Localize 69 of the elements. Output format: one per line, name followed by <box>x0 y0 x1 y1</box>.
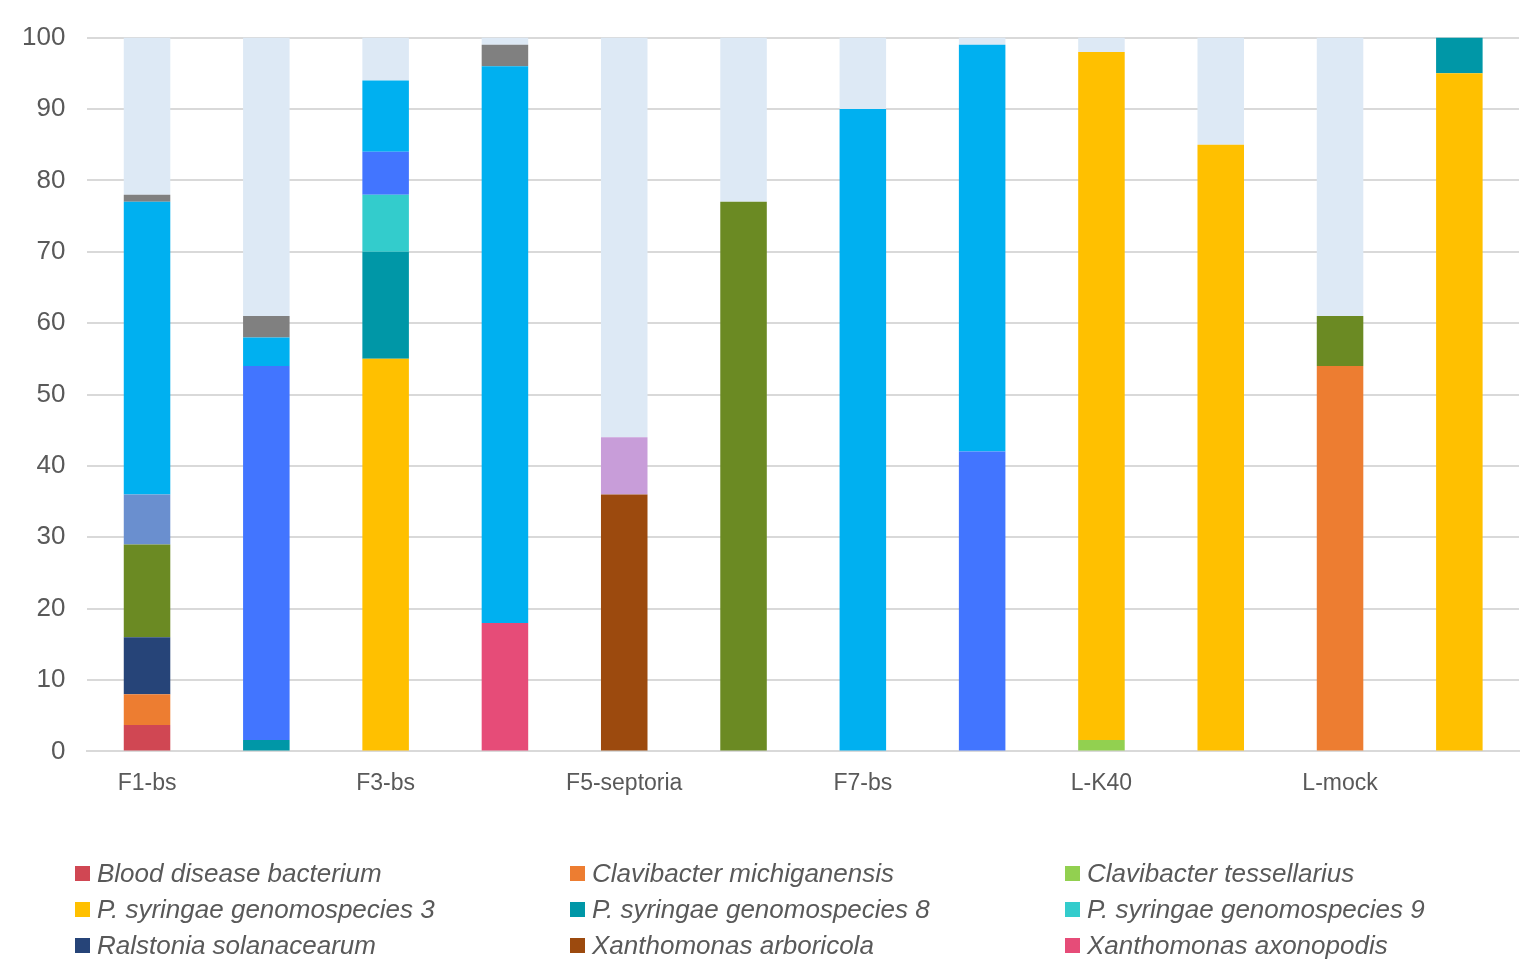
legend-label: Blood disease bacterium <box>97 858 382 888</box>
bar <box>481 622 529 751</box>
bar <box>123 724 171 751</box>
bar <box>123 194 171 202</box>
legend-label: Xanthomonas axonopodis <box>1087 930 1388 960</box>
bar <box>720 37 767 202</box>
bar <box>1197 144 1245 751</box>
bar <box>600 494 648 751</box>
legend-label: P. syringae genomospecies 9 <box>1087 894 1425 924</box>
x-tick-label: F7-bs <box>833 768 893 795</box>
bar <box>600 37 648 438</box>
bar <box>839 108 887 751</box>
bar <box>123 694 171 725</box>
bar <box>958 37 1006 45</box>
bar <box>243 337 290 366</box>
bar <box>362 251 409 359</box>
y-tick-label: 80 <box>36 163 66 194</box>
y-tick-label: 90 <box>36 92 66 123</box>
y-tick-label: 20 <box>36 591 66 622</box>
bar <box>123 494 171 545</box>
legend-label: Clavibacter tessellarius <box>1087 858 1355 888</box>
bar <box>1436 37 1483 74</box>
bar <box>243 37 290 316</box>
bar <box>1316 365 1364 751</box>
bar <box>362 358 409 751</box>
y-tick-label: 100 <box>21 20 66 51</box>
y-tick-label: 70 <box>36 234 66 265</box>
bar <box>243 315 290 338</box>
bar <box>481 44 529 67</box>
bar <box>243 365 290 740</box>
bar <box>123 201 171 495</box>
bar <box>1078 51 1125 740</box>
bar <box>362 37 409 81</box>
bar <box>481 66 529 623</box>
legend-label: Xanthomonas arboricola <box>592 930 874 960</box>
bar <box>123 544 171 638</box>
bar <box>1316 37 1364 316</box>
y-tick-label: 10 <box>36 663 66 694</box>
bar <box>362 194 409 252</box>
bar <box>600 437 648 495</box>
bar <box>1078 739 1125 751</box>
bar <box>123 637 171 695</box>
legend-label: P. syringae genomospecies 3 <box>97 894 435 924</box>
x-tick-label: L-K40 <box>1070 768 1133 795</box>
legend-label: Ralstonia solanacearum <box>97 930 376 960</box>
bar <box>1078 37 1125 52</box>
bar <box>481 37 529 45</box>
x-tick-label: L-mock <box>1302 768 1379 795</box>
bar <box>1197 37 1245 145</box>
bar <box>243 739 290 751</box>
y-tick-label: 40 <box>36 449 66 480</box>
bar <box>1316 315 1364 366</box>
x-tick-label: F1-bs <box>117 768 177 795</box>
bar <box>720 201 767 751</box>
x-tick-label: F5-septoria <box>566 768 683 795</box>
bar <box>958 44 1006 452</box>
bar <box>958 451 1006 751</box>
x-tick-label: F3-bs <box>356 768 416 795</box>
bar <box>123 37 171 195</box>
y-tick-label: 30 <box>36 520 66 551</box>
bar <box>362 151 409 195</box>
bar <box>839 37 887 109</box>
bar <box>1436 73 1483 751</box>
y-tick-label: 60 <box>36 306 66 337</box>
y-tick-label: 50 <box>36 377 66 408</box>
y-tick-label: 0 <box>50 734 66 765</box>
legend-label: Clavibacter michiganensis <box>592 858 895 888</box>
legend-label: P. syringae genomospecies 8 <box>592 894 930 924</box>
bar <box>362 80 409 152</box>
